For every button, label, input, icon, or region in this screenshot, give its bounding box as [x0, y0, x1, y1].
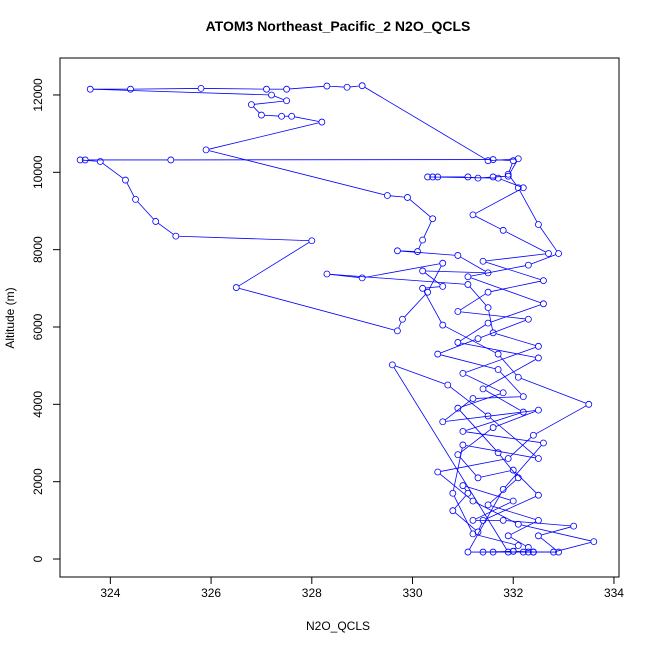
y-tick-label: 2000	[31, 468, 45, 495]
x-axis-label: N2O_QCLS	[306, 619, 370, 633]
y-tick-label: 12000	[31, 78, 45, 112]
x-tick-label: 330	[403, 586, 423, 600]
y-tick-label: 8000	[31, 236, 45, 263]
chart-title: ATOM3 Northeast_Pacific_2 N2O_QCLS	[206, 18, 471, 34]
y-tick-label: 4000	[31, 391, 45, 418]
y-tick-label: 10000	[31, 155, 45, 189]
x-tick-label: 334	[604, 586, 624, 600]
x-tick-label: 332	[503, 586, 523, 600]
y-axis-label: Altitude (m)	[3, 287, 17, 348]
x-tick-label: 326	[201, 586, 221, 600]
x-tick-label: 324	[100, 586, 120, 600]
x-tick-label: 328	[302, 586, 322, 600]
y-tick-label: 0	[31, 555, 45, 562]
y-tick-label: 6000	[31, 313, 45, 340]
